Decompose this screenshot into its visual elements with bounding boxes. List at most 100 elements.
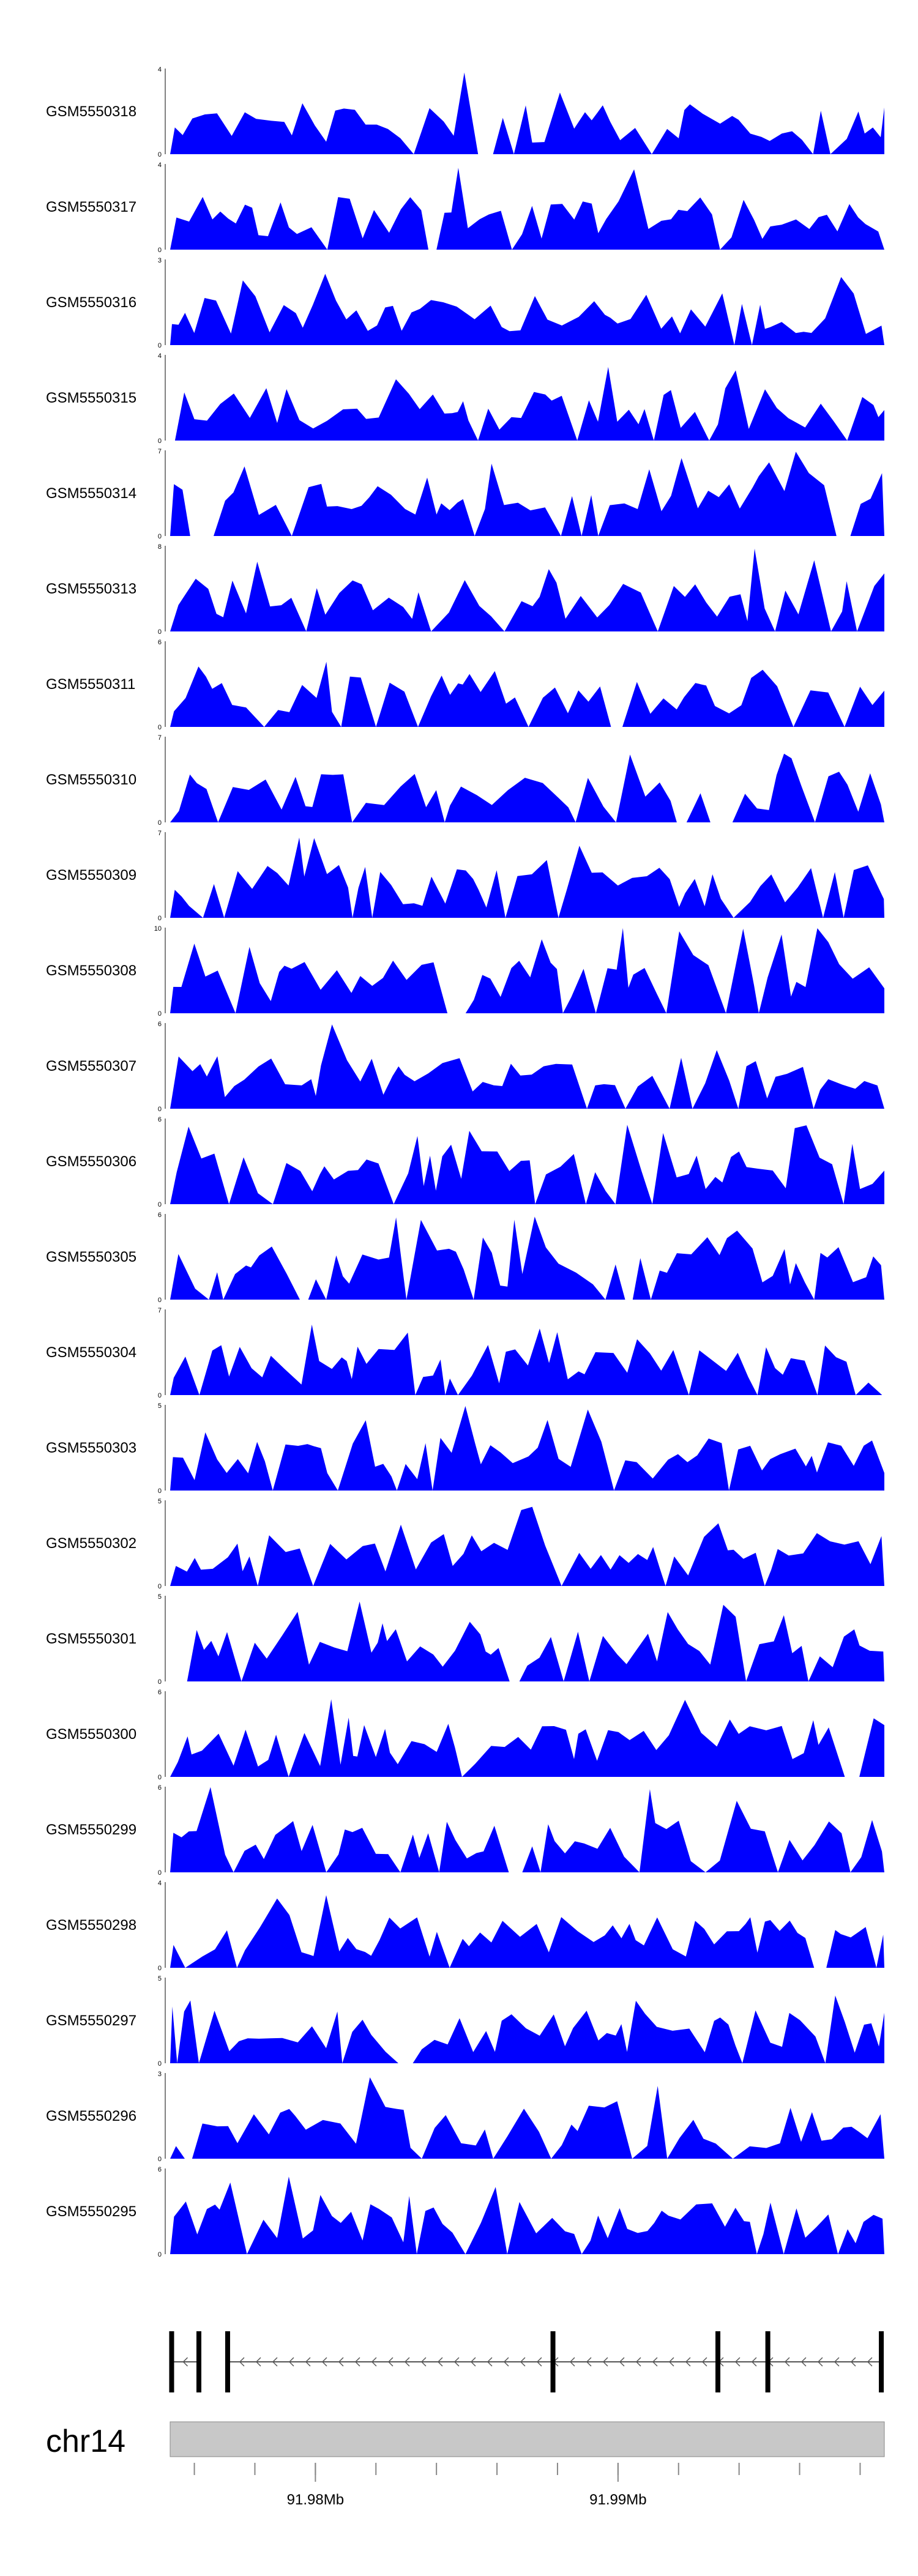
coverage-area xyxy=(170,2176,884,2254)
track-label: GSM5550298 xyxy=(46,1917,136,1934)
strand-arrow xyxy=(404,2357,410,2367)
track-ymin-label: 0 xyxy=(158,1869,162,1877)
strand-arrow xyxy=(520,2357,526,2367)
track-label: GSM5550310 xyxy=(46,772,136,788)
track-label: GSM5550311 xyxy=(46,676,135,693)
coverage-area xyxy=(170,168,884,250)
strand-arrow xyxy=(487,2357,493,2367)
track-label: GSM5550300 xyxy=(46,1726,136,1743)
coverage-area xyxy=(170,1787,884,1872)
strand-arrow xyxy=(420,2357,427,2367)
track-ymax-label: 4 xyxy=(158,162,162,169)
track-ymax-label: 7 xyxy=(158,1307,162,1314)
strand-arrow xyxy=(867,2357,873,2367)
coverage-area xyxy=(170,1216,884,1300)
track-ymax-label: 4 xyxy=(158,352,162,360)
track-label: GSM5550297 xyxy=(46,2012,136,2029)
exon-block xyxy=(169,2331,174,2392)
coverage-track: GSM5550298 4 0 xyxy=(46,1880,884,1972)
coverage-track: GSM5550297 5 0 xyxy=(46,1975,884,2068)
strand-arrow xyxy=(321,2357,327,2367)
track-ymax-label: 7 xyxy=(158,448,162,455)
track-label: GSM5550314 xyxy=(46,485,136,502)
exon-block xyxy=(879,2331,884,2392)
track-label: GSM5550313 xyxy=(46,581,136,597)
strand-arrow xyxy=(569,2357,575,2367)
track-ymax-label: 7 xyxy=(158,830,162,837)
coverage-track: GSM5550295 6 0 xyxy=(46,2166,884,2258)
coverage-track: GSM5550296 3 0 xyxy=(46,2071,884,2163)
track-ymin-label: 0 xyxy=(158,342,162,349)
strand-arrow xyxy=(619,2357,625,2367)
coverage-track: GSM5550308 10 0 xyxy=(46,925,884,1018)
track-ymin-label: 0 xyxy=(158,2251,162,2258)
coverage-area xyxy=(170,837,884,918)
coverage-track: GSM5550306 6 0 xyxy=(46,1116,884,1208)
track-ymax-label: 4 xyxy=(158,66,162,73)
track-ymin-label: 0 xyxy=(158,1774,162,1781)
track-label: GSM5550315 xyxy=(46,390,136,406)
track-ymin-label: 0 xyxy=(158,2060,162,2068)
track-ymax-label: 8 xyxy=(158,543,162,551)
track-label: GSM5550302 xyxy=(46,1535,136,1552)
strand-arrow xyxy=(288,2357,294,2367)
coverage-track: GSM5550302 5 0 xyxy=(46,1498,884,1590)
gene-model xyxy=(169,2331,884,2392)
strand-arrow xyxy=(338,2357,344,2367)
coverage-area xyxy=(170,1601,884,1681)
track-label: GSM5550316 xyxy=(46,294,136,311)
strand-arrow xyxy=(817,2357,823,2367)
track-label: GSM5550309 xyxy=(46,867,136,884)
track-ymin-label: 0 xyxy=(158,819,162,827)
strand-arrow xyxy=(239,2357,245,2367)
track-label: GSM5550307 xyxy=(46,1058,136,1074)
strand-arrow xyxy=(701,2357,707,2367)
track-ymin-label: 0 xyxy=(158,437,162,445)
track-ymax-label: 5 xyxy=(158,1975,162,1982)
coverage-area xyxy=(170,1895,884,1968)
coverage-track: GSM5550307 6 0 xyxy=(46,1021,884,1113)
track-ymax-label: 6 xyxy=(158,1021,162,1028)
strand-arrow xyxy=(734,2357,741,2367)
coverage-area xyxy=(170,367,884,441)
track-ymax-label: 6 xyxy=(158,639,162,646)
coverage-track: GSM5550303 5 0 xyxy=(46,1402,884,1495)
tick-label: 91.98Mb xyxy=(287,2492,344,2508)
track-ymin-label: 0 xyxy=(158,1965,162,1972)
strand-arrow xyxy=(470,2357,476,2367)
chromosome-label: chr14 xyxy=(46,2424,125,2459)
coverage-area xyxy=(170,2077,884,2159)
chromosome-ideogram xyxy=(170,2421,885,2457)
track-ymax-label: 5 xyxy=(158,1593,162,1601)
coverage-area xyxy=(170,661,884,727)
track-ymin-label: 0 xyxy=(158,1678,162,1686)
coverage-track: GSM5550315 4 0 xyxy=(46,352,884,445)
track-ymin-label: 0 xyxy=(158,724,162,731)
exon-block xyxy=(225,2331,230,2392)
track-ymin-label: 0 xyxy=(158,915,162,922)
track-ymax-label: 6 xyxy=(158,2166,162,2173)
coverage-track: GSM5550311 6 0 xyxy=(46,639,884,731)
exon-block xyxy=(196,2331,201,2392)
strand-arrow xyxy=(305,2357,311,2367)
genome-axis: chr14 91.98Mb 91.99Mb xyxy=(46,2421,885,2508)
strand-arrow xyxy=(387,2357,394,2367)
strand-arrow xyxy=(255,2357,261,2367)
track-label: GSM5550304 xyxy=(46,1344,136,1361)
track-label: GSM5550301 xyxy=(46,1631,136,1647)
exon-block xyxy=(550,2331,556,2392)
track-ymin-label: 0 xyxy=(158,1201,162,1208)
strand-arrow xyxy=(834,2357,840,2367)
track-ymax-label: 3 xyxy=(158,257,162,264)
track-ymin-label: 0 xyxy=(158,1487,162,1495)
coverage-track: GSM5550301 5 0 xyxy=(46,1593,884,1686)
track-ymax-label: 4 xyxy=(158,1880,162,1887)
strand-arrow xyxy=(536,2357,542,2367)
track-ymin-label: 0 xyxy=(158,533,162,540)
coverage-track: GSM5550299 6 0 xyxy=(46,1784,884,1877)
track-ymin-label: 0 xyxy=(158,1297,162,1304)
coverage-area xyxy=(170,928,884,1013)
strand-arrow xyxy=(371,2357,377,2367)
track-ymax-label: 5 xyxy=(158,1498,162,1505)
